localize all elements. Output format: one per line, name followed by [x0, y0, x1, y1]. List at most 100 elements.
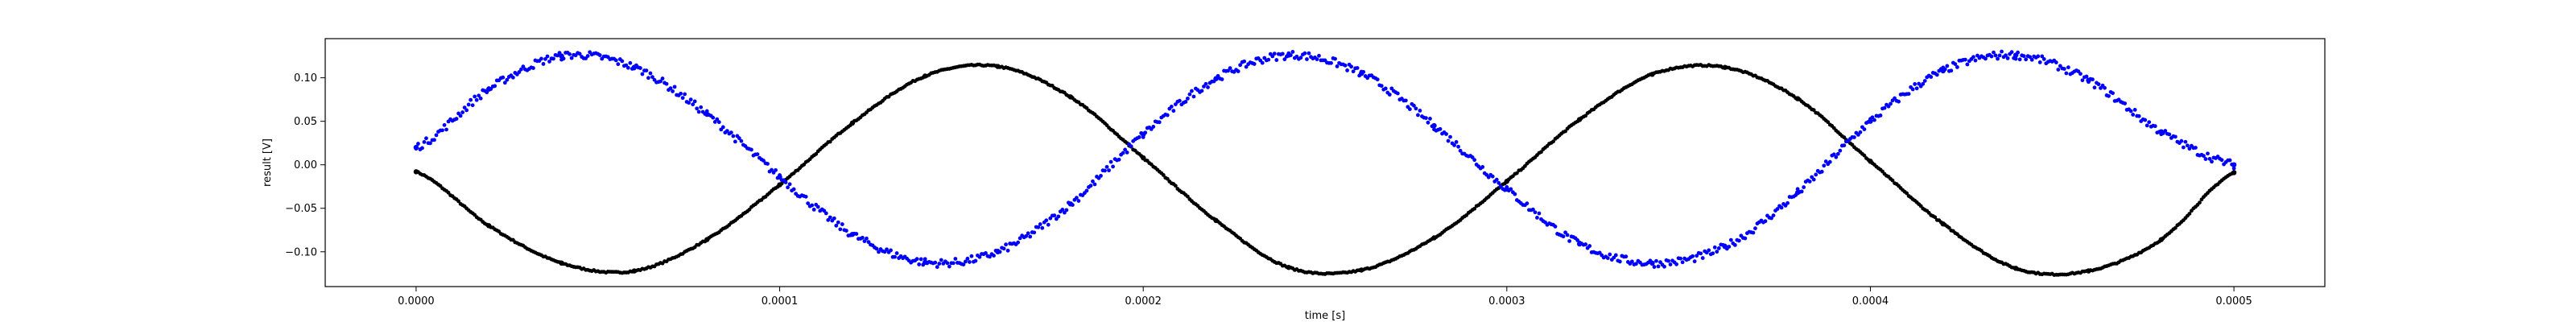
sample-marker — [1125, 150, 1129, 155]
sample-marker — [774, 167, 778, 172]
sample-marker — [1103, 168, 1107, 173]
y-tick-label: −0.05 — [285, 203, 317, 215]
sample-marker — [1565, 233, 1570, 237]
sample-marker — [1775, 207, 1780, 211]
sample-marker — [1290, 50, 1295, 54]
sample-marker — [464, 108, 469, 113]
sample-marker — [597, 53, 602, 57]
sample-marker — [945, 261, 950, 266]
sample-marker — [1712, 245, 1717, 250]
sample-marker — [577, 52, 582, 56]
sample-marker — [428, 141, 432, 146]
sample-marker — [1454, 140, 1459, 144]
sample-marker — [1799, 189, 1804, 194]
sample-marker — [1185, 96, 1190, 101]
sample-marker — [569, 56, 574, 60]
sample-marker — [1617, 259, 1622, 264]
sample-marker — [2096, 82, 2101, 87]
y-axis-ticks: 0.10 0.05 0.00 −0.05 −0.10 — [285, 72, 325, 258]
sample-marker — [632, 66, 637, 71]
sample-marker — [1412, 103, 1416, 108]
sample-marker — [1026, 231, 1030, 236]
sample-marker — [1882, 105, 1887, 110]
sample-marker — [628, 60, 633, 65]
sample-marker — [1480, 165, 1485, 169]
sample-marker — [711, 115, 716, 120]
sample-marker — [1992, 50, 1996, 55]
plot-frame — [324, 38, 2326, 287]
sample-marker — [935, 265, 939, 270]
sample-marker — [1831, 152, 1836, 157]
sample-marker — [1648, 258, 1653, 263]
x-tick-label: 0.0004 — [1852, 295, 1889, 308]
sample-marker — [1889, 101, 1893, 106]
sample-marker — [416, 142, 420, 146]
sample-marker — [1652, 265, 1657, 269]
sample-marker — [1001, 246, 1006, 251]
sample-marker — [1282, 57, 1287, 62]
sample-marker — [770, 167, 774, 172]
sample-marker — [1513, 192, 1517, 196]
sample-marker — [2005, 56, 2010, 60]
sample-marker — [1074, 196, 1079, 200]
sample-marker — [1743, 236, 1748, 241]
sample-marker — [749, 147, 753, 152]
sample-marker — [1272, 52, 1277, 56]
sample-marker — [733, 139, 737, 144]
sample-marker — [2017, 57, 2022, 62]
sample-marker — [668, 86, 673, 91]
sample-marker — [1252, 62, 1257, 66]
sample-marker — [1771, 213, 1776, 217]
sample-marker — [688, 97, 693, 102]
sample-marker — [1866, 120, 1871, 124]
sample-marker — [1424, 116, 1428, 121]
sample-marker — [1084, 188, 1089, 193]
sample-marker — [814, 151, 819, 156]
sample-marker — [803, 194, 808, 199]
sample-marker — [1032, 230, 1037, 235]
sample-marker — [1191, 94, 1196, 99]
sample-marker — [2028, 55, 2033, 60]
sample-marker — [1190, 89, 1194, 93]
sample-marker — [862, 239, 867, 244]
sample-marker — [1973, 58, 1978, 63]
sample-marker — [561, 56, 566, 61]
sample-marker — [914, 257, 919, 262]
sample-marker — [1795, 187, 1800, 192]
sample-marker — [2173, 134, 2178, 139]
sample-marker — [1458, 148, 1463, 153]
sample-marker — [1206, 85, 1210, 89]
sample-marker — [2064, 71, 2069, 76]
sample-marker — [824, 211, 828, 216]
sample-marker — [933, 260, 938, 265]
sample-marker — [1629, 259, 1634, 264]
sample-marker — [2231, 166, 2236, 171]
sample-marker — [1173, 184, 1178, 188]
sample-marker — [1605, 256, 1610, 261]
sample-marker — [1533, 210, 1538, 215]
sample-marker — [1993, 53, 1998, 58]
sample-marker — [1656, 264, 1661, 269]
sample-marker — [1654, 258, 1658, 263]
sample-marker — [1727, 245, 1732, 249]
sample-marker — [1692, 259, 1697, 264]
sample-marker — [1942, 67, 1947, 72]
sample-marker — [638, 66, 642, 70]
sample-marker — [1490, 174, 1495, 179]
sample-marker — [1502, 188, 1507, 192]
sample-marker — [1305, 57, 1309, 61]
sample-marker — [547, 60, 551, 64]
sample-marker — [1165, 113, 1170, 118]
sample-marker — [2219, 158, 2224, 163]
sample-marker — [1715, 250, 1719, 254]
sample-marker — [2016, 50, 2021, 55]
sample-marker — [456, 199, 460, 204]
sample-marker — [834, 223, 839, 228]
sample-marker — [1052, 213, 1057, 218]
sample-marker — [1048, 216, 1053, 221]
sample-marker — [1428, 117, 1432, 121]
sample-marker — [1505, 185, 1509, 189]
sample-marker — [1315, 57, 1319, 62]
sample-marker — [729, 130, 733, 135]
